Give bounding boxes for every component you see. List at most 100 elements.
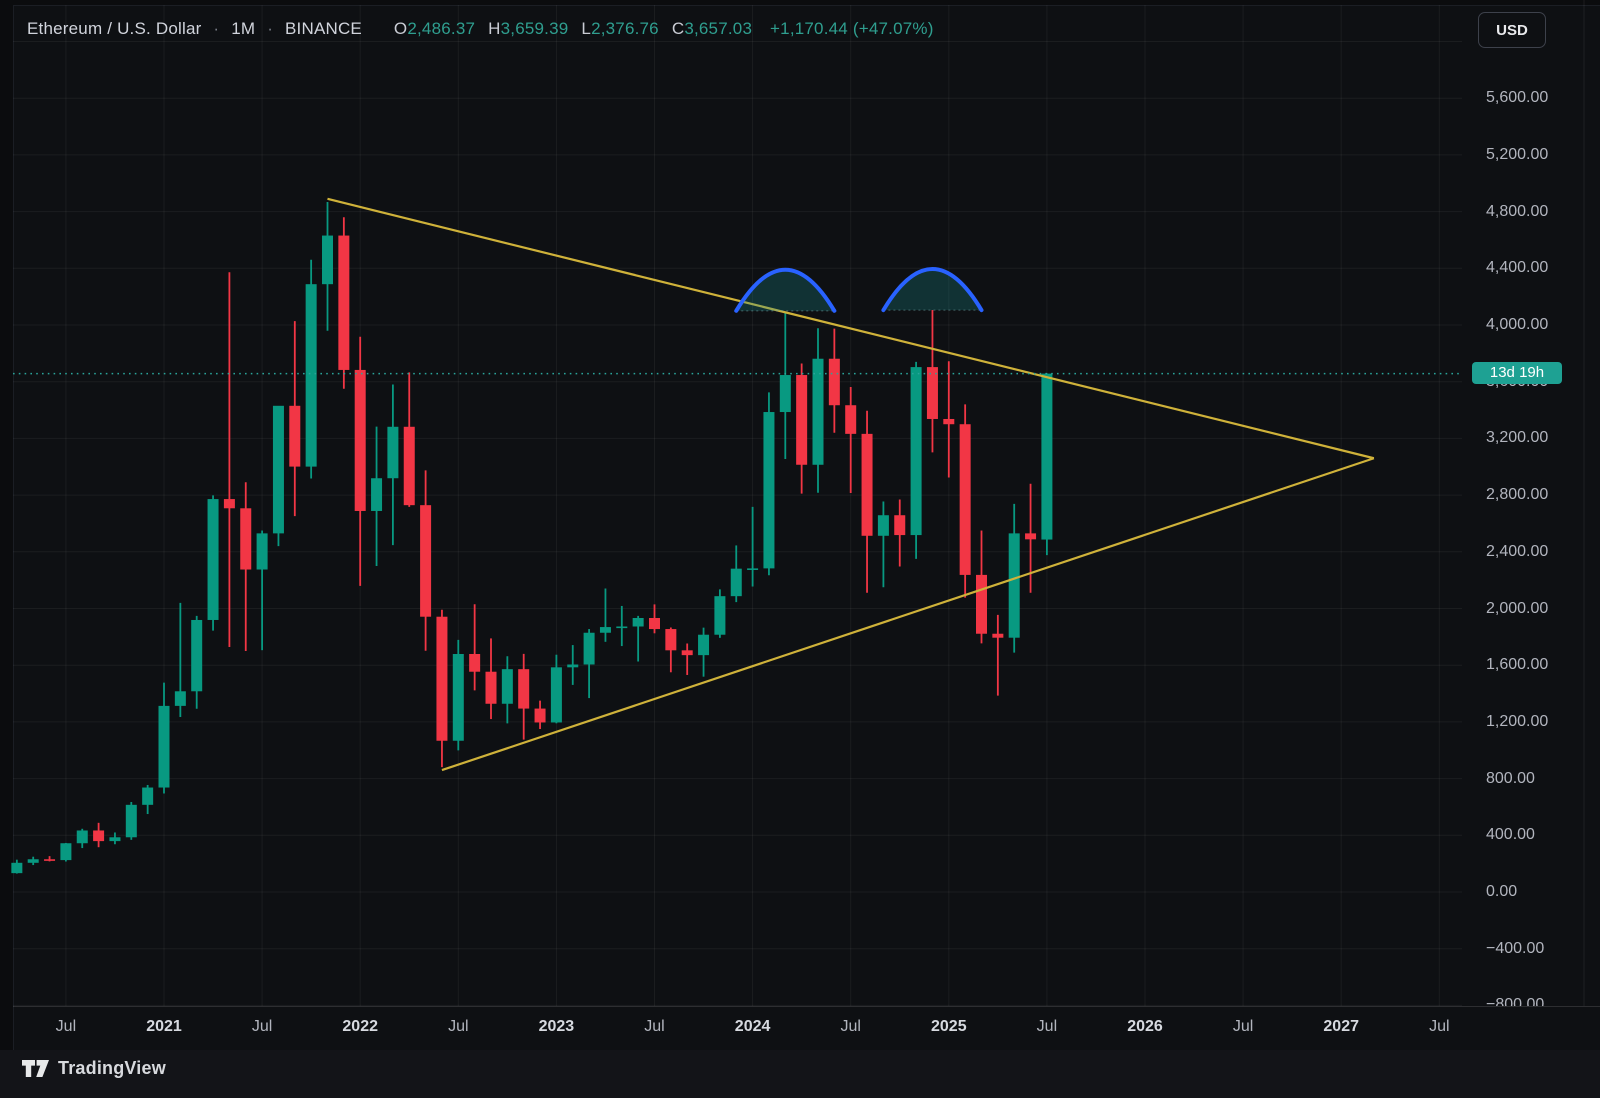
time-axis-label: Jul	[251, 1018, 273, 1035]
candle-body-2024-05	[812, 358, 824, 465]
candle-body-2023-12	[730, 568, 742, 597]
candle-body-2023-07	[649, 617, 660, 630]
price-chart-canvas[interactable]	[0, 0, 1600, 1006]
exchange-label[interactable]: BINANCE	[285, 19, 362, 38]
candle-body-2023-03	[583, 632, 595, 665]
ohlc-value-O: 2,486.37	[407, 19, 476, 38]
arc-drawing-2[interactable]	[881, 267, 984, 313]
candle-body-2025-04	[992, 633, 1004, 638]
ohlc-label-L: L	[581, 19, 592, 38]
candle-body-2021-05	[223, 499, 235, 509]
candle-body-2022-03	[387, 426, 399, 479]
candle-body-2023-09	[681, 650, 693, 656]
candle-body-2024-12	[926, 367, 938, 419]
candle-body-2020-07	[60, 843, 72, 861]
upper-trendline[interactable]	[327, 197, 1375, 460]
time-axis-label: Jul	[644, 1018, 665, 1035]
candle-body-2020-11	[125, 804, 137, 838]
price-axis-label: 400.00	[1486, 826, 1535, 844]
candle-body-2021-03	[191, 619, 203, 692]
ohlc-label-C: C	[671, 19, 685, 38]
interval-label[interactable]: 1M	[231, 19, 256, 38]
candle-body-2021-02	[174, 691, 186, 706]
price-axis-label: 2,000.00	[1486, 599, 1549, 617]
candle-body-2022-12	[534, 708, 546, 723]
candle-body-2021-09	[289, 405, 301, 467]
currency-toggle-button[interactable]: USD	[1478, 12, 1546, 48]
candle-body-2024-08	[861, 433, 873, 536]
candle-body-2023-05	[616, 626, 628, 629]
candle-body-2022-09	[485, 671, 497, 704]
time-axis-label: 2024	[734, 1018, 771, 1035]
candle-body-2023-06	[632, 617, 644, 627]
candle-body-2025-06	[1025, 533, 1037, 540]
candle-body-2021-12	[338, 235, 350, 370]
candle-body-2023-08	[665, 629, 677, 651]
candle-body-2021-11	[322, 235, 333, 285]
legend-separator: ·	[267, 19, 274, 38]
time-axis-label: 2022	[342, 1018, 378, 1035]
price-axis-label: 5,600.00	[1486, 89, 1549, 107]
candle-body-2024-07	[845, 405, 857, 434]
time-axis-label: Jul	[1036, 1018, 1058, 1035]
candle-body-2024-10	[894, 515, 906, 536]
ohlc-value-H: 3,659.39	[500, 19, 569, 38]
candle-body-2020-10	[109, 837, 121, 842]
legend-separator: ·	[213, 19, 220, 38]
time-axis-label: Jul	[1232, 1018, 1254, 1035]
candle-body-2020-04	[11, 862, 23, 874]
candle-body-2024-03	[779, 375, 791, 413]
candle-body-2025-02	[959, 424, 971, 575]
price-axis-label: 800.00	[1486, 769, 1535, 787]
symbol-title[interactable]: Ethereum / U.S. Dollar	[27, 19, 202, 38]
tradingview-logo-text: TradingView	[58, 1058, 166, 1078]
candle-body-2020-05	[27, 859, 39, 863]
ohlc-value-C: 3,657.03	[684, 19, 753, 38]
candle-body-2020-12	[142, 787, 154, 805]
candle-body-2023-02	[567, 664, 579, 668]
candle-body-2024-09	[877, 515, 889, 536]
arc-drawing-1[interactable]	[734, 267, 837, 313]
candle-body-2021-10	[305, 284, 317, 467]
lower-trendline[interactable]	[441, 457, 1375, 772]
candle-body-2025-01	[943, 418, 955, 425]
symbol-legend: Ethereum / U.S. Dollar · 1M · BINANCE O2…	[27, 19, 934, 39]
candle-body-2025-07	[1041, 373, 1053, 540]
candle-body-2022-05	[420, 505, 432, 617]
price-axis-label: 1,600.00	[1486, 656, 1549, 674]
candle-body-2024-02	[763, 412, 775, 569]
ohlc-value-L: 2,376.76	[591, 19, 659, 38]
candle-body-2022-04	[403, 426, 415, 506]
time-axis[interactable]: Jul 2021 Jul 2022 Jul 2023 Jul 2024 Jul 2025 Jul 20…	[13, 1006, 1600, 1050]
price-axis-label: −400.00	[1486, 939, 1545, 957]
price-axis[interactable]: 5,600.00 5,200.00 4,800.00 4,400.00 4,000.00…	[1462, 5, 1600, 1006]
candle-body-2025-03	[976, 574, 987, 634]
candle-body-2021-07	[256, 533, 268, 570]
ohlc-label-H: H	[488, 19, 501, 38]
candle-body-2022-06	[436, 616, 448, 741]
candle-body-2022-07	[452, 654, 464, 741]
candle-body-2021-01	[158, 705, 170, 788]
candle-body-2021-04	[207, 499, 219, 620]
price-axis-label: −800.00	[1486, 996, 1545, 1006]
candle-countdown-badge: 13d 19h	[1472, 362, 1562, 384]
candle-body-2022-01	[354, 369, 366, 511]
price-axis-label: 3,200.00	[1486, 429, 1549, 447]
price-axis-label: 2,800.00	[1486, 486, 1549, 504]
change-value: +1,170.44 (+47.07%)	[770, 19, 934, 38]
candle-body-2024-06	[828, 358, 840, 406]
time-axis-label: Jul	[840, 1018, 861, 1035]
candle-body-2025-05	[1008, 533, 1020, 638]
price-axis-label: 2,400.00	[1486, 542, 1549, 560]
tradingview-logo[interactable]: TradingView	[22, 1058, 166, 1079]
candle-body-2022-02	[371, 478, 383, 511]
candle-body-2023-11	[714, 596, 726, 635]
ohlc-label-O: O	[393, 19, 408, 38]
time-axis-label: Jul	[448, 1018, 469, 1035]
time-axis-label: 2025	[931, 1018, 967, 1035]
price-axis-label: 5,200.00	[1486, 145, 1549, 163]
price-axis-label: 4,000.00	[1486, 316, 1549, 333]
bottom-bar: TradingView	[0, 1050, 1600, 1098]
candle-body-2022-10	[501, 669, 513, 704]
